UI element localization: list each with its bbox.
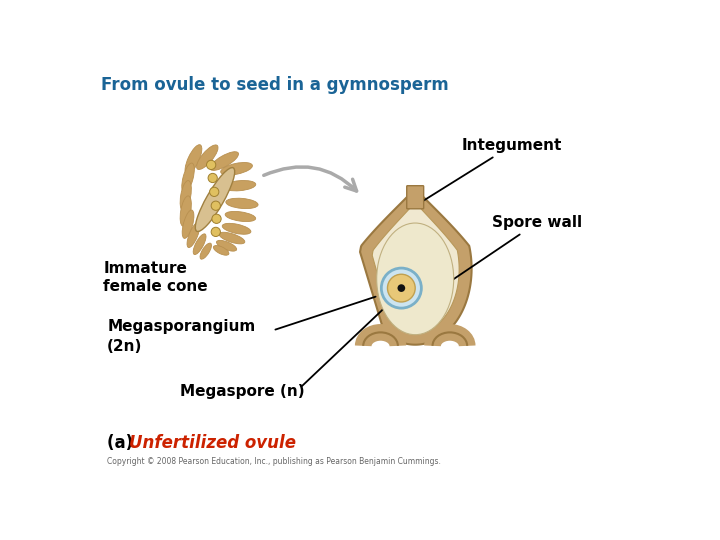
Ellipse shape <box>193 234 206 254</box>
Ellipse shape <box>217 240 237 251</box>
Ellipse shape <box>226 198 258 208</box>
Ellipse shape <box>187 222 200 247</box>
Circle shape <box>210 187 219 197</box>
Text: Spore wall: Spore wall <box>449 215 582 283</box>
FancyBboxPatch shape <box>407 186 423 209</box>
Ellipse shape <box>180 196 192 226</box>
Polygon shape <box>372 202 459 333</box>
Ellipse shape <box>195 167 235 232</box>
Circle shape <box>207 160 216 170</box>
Ellipse shape <box>181 163 194 193</box>
Circle shape <box>382 268 421 308</box>
Ellipse shape <box>213 246 229 255</box>
Circle shape <box>211 201 220 211</box>
Polygon shape <box>360 188 472 345</box>
Ellipse shape <box>377 223 454 335</box>
Circle shape <box>212 214 221 224</box>
Text: Megaspore (n): Megaspore (n) <box>180 384 305 400</box>
Ellipse shape <box>210 152 238 171</box>
Ellipse shape <box>225 212 256 221</box>
Text: Integument: Integument <box>421 138 562 202</box>
Ellipse shape <box>223 180 256 191</box>
Circle shape <box>397 284 405 292</box>
Text: Immature
female cone: Immature female cone <box>104 261 208 294</box>
Ellipse shape <box>197 145 218 170</box>
Text: Copyright © 2008 Pearson Education, Inc., publishing as Pearson Benjamin Cumming: Copyright © 2008 Pearson Education, Inc.… <box>107 457 441 467</box>
Ellipse shape <box>185 145 202 174</box>
Circle shape <box>211 227 220 237</box>
Ellipse shape <box>219 232 245 244</box>
Text: (a): (a) <box>107 434 139 453</box>
Circle shape <box>208 173 217 183</box>
Ellipse shape <box>180 180 192 211</box>
Ellipse shape <box>221 163 253 175</box>
Text: From ovule to seed in a gymnosperm: From ovule to seed in a gymnosperm <box>101 76 449 94</box>
Ellipse shape <box>182 210 194 238</box>
Ellipse shape <box>200 243 212 259</box>
Circle shape <box>387 274 415 302</box>
Text: Unfertilized ovule: Unfertilized ovule <box>129 434 296 453</box>
Text: Megasporangium
(2n): Megasporangium (2n) <box>107 319 256 354</box>
Ellipse shape <box>222 224 251 234</box>
